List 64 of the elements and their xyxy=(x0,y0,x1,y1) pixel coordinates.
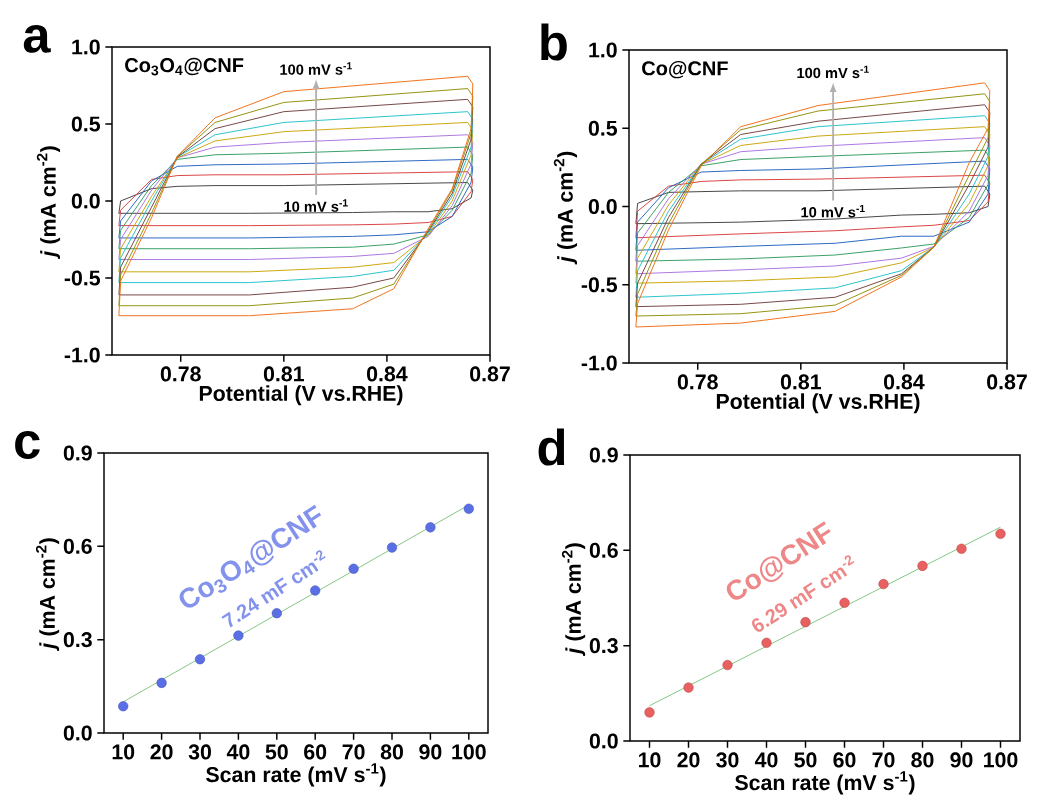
x-tick-label: 0.78 xyxy=(160,366,201,382)
x-tick-label: 90 xyxy=(950,752,973,768)
y-tick-label: 0.9 xyxy=(589,447,618,463)
x-tick-label: 50 xyxy=(265,744,288,760)
y-tick-label: -1.0 xyxy=(64,347,100,363)
y-tick-label: 0.6 xyxy=(589,542,618,558)
x-tick-label: 0.78 xyxy=(677,374,718,390)
y-axis-title: j (mA cm$^{-2}$) xyxy=(35,538,60,652)
chart-title: a xyxy=(23,25,51,53)
y-tick-label: 1.0 xyxy=(589,42,617,58)
y-tick-label: 0.0 xyxy=(71,193,100,209)
x-tick-label: 90 xyxy=(419,744,442,760)
x-tick-label: 70 xyxy=(342,744,365,760)
x-tick-label: 80 xyxy=(380,744,403,760)
x-tick-label: 10 xyxy=(112,744,135,760)
x-tick-label: 70 xyxy=(872,752,895,768)
x-axis-title: Scan rate (mV s$^{-1}$) xyxy=(206,763,386,787)
x-tick-label: 40 xyxy=(226,744,250,760)
x-tick-label: 100 xyxy=(984,752,1018,768)
annotation: Co@CNF xyxy=(642,60,728,79)
y-tick-label: 0.9 xyxy=(63,445,92,461)
y-tick-label: -0.5 xyxy=(64,270,101,286)
x-axis-title: Potential (V vs.RHE) xyxy=(716,393,920,414)
y-tick-label: 0.5 xyxy=(71,116,101,132)
x-axis-title: Potential (V vs.RHE) xyxy=(199,385,403,406)
y-tick-label: 0.0 xyxy=(588,198,617,215)
y-tick-label: 0.3 xyxy=(63,632,92,648)
y-tick-label: 0.0 xyxy=(589,733,618,749)
y-axis-title: j (mA cm$^{-2}$) xyxy=(561,543,586,657)
x-tick-label: 0.87 xyxy=(987,374,1027,390)
annotation: 10 mV s$^{-1}$ xyxy=(284,199,348,212)
x-tick-label: 0.84 xyxy=(883,374,925,390)
x-tick-label: 50 xyxy=(794,752,817,768)
chart-title: c xyxy=(15,431,40,459)
x-axis-title: Scan rate (mV s$^{-1}$) xyxy=(735,771,915,795)
x-tick-label: 10 xyxy=(638,752,661,768)
x-tick-label: 20 xyxy=(150,744,173,760)
x-tick-label: 80 xyxy=(911,752,934,768)
x-tick-label: 20 xyxy=(677,752,700,768)
annotation: 100 mV s$^{-1}$ xyxy=(280,62,352,75)
y-tick-label: 0.3 xyxy=(589,638,618,654)
x-tick-label: 60 xyxy=(833,752,856,768)
y-tick-label: 0.6 xyxy=(63,538,92,554)
y-tick-label: 0.0 xyxy=(63,725,92,741)
x-tick-label: 0.81 xyxy=(780,374,821,390)
x-tick-label: 30 xyxy=(716,752,739,768)
chart-title: b xyxy=(541,23,567,61)
annotation: 10 mV s$^{-1}$ xyxy=(801,204,865,218)
x-tick-label: 40 xyxy=(754,752,778,768)
annotation: Co$_{3}$O$_{4}$@CNF xyxy=(125,57,244,76)
x-tick-label: 0.81 xyxy=(263,366,304,382)
x-tick-label: 30 xyxy=(188,744,211,760)
y-axis-title: j (mA cm$^{-2}$) xyxy=(553,151,578,265)
x-tick-label: 0.87 xyxy=(470,366,510,382)
annotation: 100 mV s$^{-1}$ xyxy=(797,65,869,79)
x-tick-label: 0.84 xyxy=(366,366,408,382)
y-tick-label: 0.5 xyxy=(588,120,618,136)
y-axis-title: j (mA cm$^{-2}$) xyxy=(36,146,61,260)
y-tick-label: -1.0 xyxy=(581,355,617,371)
chart-title: d xyxy=(538,428,565,466)
x-tick-label: 100 xyxy=(452,744,486,760)
y-tick-label: 1.0 xyxy=(72,39,100,55)
x-tick-label: 60 xyxy=(304,744,327,760)
y-tick-label: -0.5 xyxy=(581,277,618,293)
